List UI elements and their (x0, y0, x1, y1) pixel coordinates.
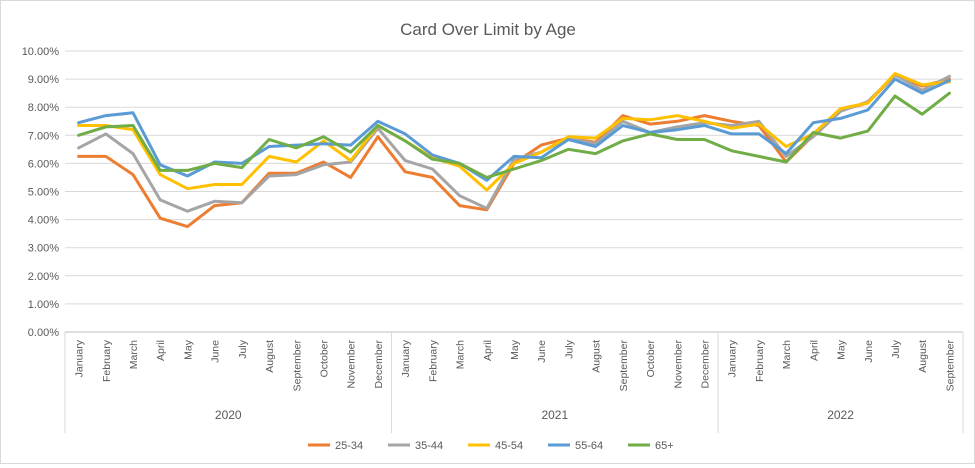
x-tick-label: February (427, 339, 439, 382)
x-tick-label: June (863, 340, 875, 363)
legend-label: 25-34 (335, 440, 363, 452)
series-line-45-54 (77, 72, 951, 192)
legend-label: 55-64 (575, 440, 603, 452)
series-line-55-64 (77, 77, 951, 182)
x-tick-label: July (237, 339, 249, 358)
x-tick-label: December (373, 339, 385, 388)
x-tick-label: June (536, 340, 548, 363)
x-tick-label: August (917, 340, 929, 373)
y-tick-label: 5.00% (28, 187, 59, 199)
gridlines (65, 50, 963, 333)
x-tick-label: September (618, 340, 630, 392)
x-tick-label: September (944, 340, 956, 392)
x-tick-label: January (74, 339, 86, 377)
y-tick-label: 6.00% (28, 158, 59, 170)
y-tick-label: 2.00% (28, 271, 59, 283)
x-tick-label: August (591, 340, 603, 373)
series-line-65+ (77, 91, 951, 179)
x-tick-label: September (291, 340, 303, 392)
x-axis: January February March April May June July Augu… (64, 332, 964, 433)
x-tick-label: November (672, 339, 684, 388)
x-tick-label: April (808, 340, 820, 361)
y-tick-label: 9.00% (28, 74, 59, 86)
x-tick-label: February (754, 339, 766, 382)
y-tick-label: 1.00% (28, 299, 59, 311)
x-tick-label: August (264, 340, 276, 373)
legend-label: 65+ (655, 440, 674, 452)
x-tick-label: April (155, 340, 167, 361)
y-tick-label: 3.00% (28, 243, 59, 255)
x-tick-label: July (890, 339, 902, 358)
series-lines (77, 72, 951, 229)
x-tick-label: March (455, 340, 467, 369)
x-tick-label: May (182, 339, 194, 360)
y-tick-label: 7.00% (28, 130, 59, 142)
x-tick-label: May (509, 339, 521, 360)
legend: 25-34 35-44 45-54 55-64 65+ (308, 440, 674, 452)
x-tick-label: January (727, 339, 739, 377)
x-tick-label: February (101, 339, 113, 382)
legend-label: 45-54 (495, 440, 523, 452)
x-tick-label: November (346, 339, 358, 388)
y-tick-label: 8.00% (28, 102, 59, 114)
year-label: 2022 (827, 408, 854, 422)
y-tick-label: 0.00% (28, 327, 59, 339)
x-tick-label: October (319, 340, 331, 378)
x-tick-label: July (563, 339, 575, 358)
x-tick-label: October (645, 340, 657, 378)
x-tick-label: December (699, 339, 711, 388)
x-tick-label: March (781, 340, 793, 369)
legend-label: 35-44 (415, 440, 443, 452)
series-line-35-44 (77, 73, 951, 213)
x-tick-label: April (482, 340, 494, 361)
year-label: 2020 (215, 408, 242, 422)
y-tick-label: 4.00% (28, 215, 59, 227)
y-tick-label: 10.00% (22, 46, 60, 58)
x-tick-label: January (400, 339, 412, 377)
x-tick-label: May (836, 339, 848, 360)
year-label: 2021 (541, 408, 568, 422)
x-tick-label: June (210, 340, 222, 363)
y-axis-ticks: 0.00% 1.00% 2.00% 3.00% 4.00% 5.00% 6.00% 7.00%… (22, 46, 60, 339)
x-tick-label: March (128, 340, 140, 369)
chart-title: Card Over Limit by Age (400, 20, 576, 39)
